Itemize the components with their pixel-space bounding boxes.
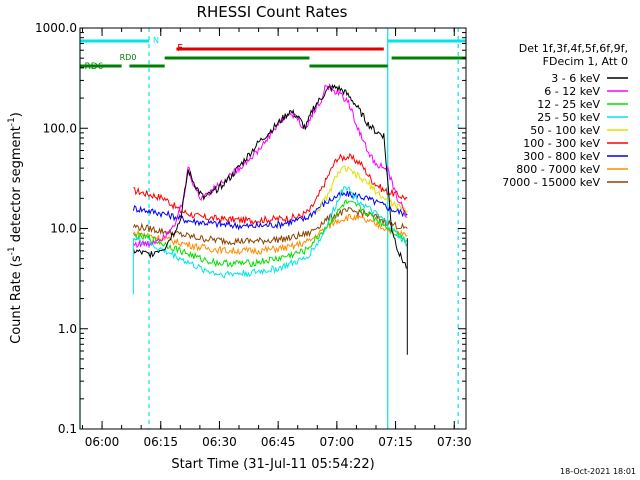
series-line-0000ff: [132, 190, 408, 231]
x-tick-label: 06:00: [85, 435, 120, 449]
legend-label-800-7000-kev: 800 - 7000 keV: [516, 163, 600, 176]
y-tick-label: 1000.0: [35, 21, 77, 35]
series-line-8b4500: [132, 206, 408, 246]
series-line-ff00ff: [132, 83, 408, 249]
x-tick-label: 06:45: [261, 435, 296, 449]
legend-label-7000-15000-kev: 7000 - 15000 keV: [502, 176, 600, 189]
x-tick-label: 06:30: [202, 435, 237, 449]
series-line-ff8c00: [133, 213, 408, 255]
legend-label-6-12-kev: 6 - 12 keV: [544, 85, 600, 98]
legend-label-50-100-kev: 50 - 100 keV: [530, 124, 600, 137]
y-tick-label: 10.0: [50, 222, 77, 236]
footer-timestamp: 18-Oct-2021 18:01: [560, 467, 636, 476]
y-tick-label: 1.0: [58, 322, 77, 336]
legend-label-100-300-kev: 100 - 300 keV: [523, 137, 600, 150]
x-axis-ticks: 06:00 06:15 06:30 06:45 07:00 07:15 07:30: [81, 28, 472, 449]
x-tick-label: 06:15: [143, 435, 178, 449]
x-tick-label: 07:30: [437, 435, 472, 449]
state-bars: N F RD0 RD6: [80, 36, 466, 72]
x-axis-label: Start Time (31-Jul-11 05:54:22): [171, 457, 374, 472]
state-bar-label-rd6: RD6: [85, 62, 104, 72]
y-tick-label: 0.1: [58, 422, 77, 436]
series-lines: [132, 83, 408, 355]
legend: Det 1f,3f,4f,5f,6f,9f,FDecim 1, Att 0 3 -…: [502, 42, 628, 189]
legend-header-line: FDecim 1, Att 0: [543, 55, 628, 68]
legend-label-12-25-kev: 12 - 25 keV: [537, 98, 600, 111]
series-line-00e5e5: [132, 185, 408, 279]
y-tick-label: 100.0: [43, 121, 77, 135]
series-line-000000: [132, 83, 408, 269]
x-tick-label: 07:15: [378, 435, 413, 449]
legend-label-3-6-kev: 3 - 6 keV: [551, 72, 600, 85]
state-bar-label-rd0: RD0: [120, 53, 137, 62]
y-axis-label: Count Rate (s-1 detector segment-1): [7, 112, 24, 344]
x-tick-label: 07:00: [320, 435, 355, 449]
legend-label-300-800-kev: 300 - 800 keV: [523, 150, 600, 163]
state-bar-label-f: F: [177, 43, 183, 54]
legend-label-25-50-kev: 25 - 50 keV: [537, 111, 600, 124]
y-axis-ticks: 0.1 1.0 10.0 100.0 1000.0: [35, 21, 466, 436]
chart-title: RHESSI Count Rates: [197, 3, 348, 21]
series-line-00e000: [132, 199, 408, 268]
series-line-e0e000: [316, 165, 408, 215]
state-bar-label-n: N: [153, 36, 159, 45]
plot-frame: [79, 27, 467, 430]
legend-header-line: Det 1f,3f,4f,5f,6f,9f,: [519, 42, 628, 55]
